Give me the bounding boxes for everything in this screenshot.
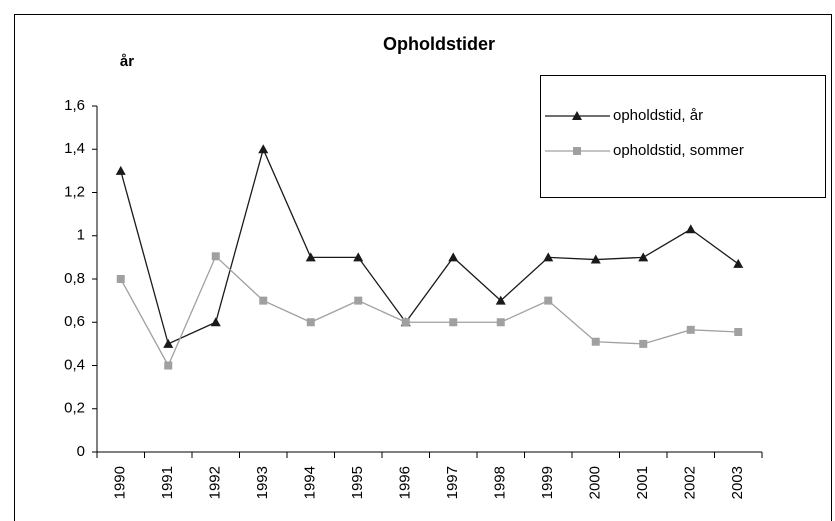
y-tick-label: 1,6 bbox=[64, 97, 85, 114]
y-axis-label: år bbox=[120, 53, 134, 70]
point bbox=[733, 258, 744, 268]
legend-label: opholdstid, sommer bbox=[613, 142, 744, 159]
point bbox=[685, 224, 696, 234]
point bbox=[401, 318, 410, 327]
point bbox=[259, 296, 268, 305]
x-tick-label: 1994 bbox=[302, 466, 319, 499]
legend-label: opholdstid, år bbox=[613, 107, 703, 124]
chart-title: Opholdstider bbox=[383, 34, 495, 54]
legend-marker bbox=[572, 111, 582, 120]
point bbox=[354, 296, 363, 305]
point bbox=[496, 318, 505, 327]
y-tick-label: 0,4 bbox=[64, 356, 85, 373]
x-tick-label: 1996 bbox=[397, 466, 414, 499]
point bbox=[449, 318, 458, 327]
x-tick-label: 1991 bbox=[159, 466, 176, 499]
x-tick-label: 1997 bbox=[444, 466, 461, 499]
point bbox=[638, 252, 649, 262]
x-tick-label: 1993 bbox=[254, 466, 271, 499]
x-tick-label: 1999 bbox=[539, 466, 556, 499]
y-tick-label: 0,8 bbox=[64, 270, 85, 287]
point bbox=[639, 339, 648, 348]
point bbox=[544, 296, 553, 305]
x-tick-label: 2002 bbox=[682, 466, 699, 499]
point bbox=[115, 165, 126, 175]
x-tick-label: 2003 bbox=[729, 466, 746, 499]
point bbox=[686, 325, 695, 334]
chart-border bbox=[14, 14, 832, 521]
point bbox=[211, 252, 220, 261]
legend-box bbox=[540, 75, 826, 198]
x-tick-label: 1998 bbox=[492, 466, 509, 499]
point bbox=[306, 318, 315, 327]
point bbox=[258, 144, 269, 154]
point bbox=[495, 295, 506, 305]
y-tick-label: 1 bbox=[77, 227, 85, 244]
series-line bbox=[120, 147, 739, 345]
x-tick-label: 1990 bbox=[112, 466, 129, 499]
x-tick-label: 2001 bbox=[634, 466, 651, 499]
point bbox=[734, 327, 743, 336]
point bbox=[353, 252, 364, 262]
point bbox=[163, 338, 174, 348]
point bbox=[543, 252, 554, 262]
point bbox=[448, 252, 459, 262]
point bbox=[210, 317, 221, 327]
x-tick-label: 1995 bbox=[349, 466, 366, 499]
y-tick-label: 0 bbox=[77, 443, 85, 460]
y-tick-label: 1,2 bbox=[64, 183, 85, 200]
point bbox=[116, 275, 125, 283]
x-tick-label: 2000 bbox=[587, 466, 604, 499]
y-tick-label: 1,4 bbox=[64, 140, 85, 157]
series-line bbox=[120, 255, 739, 367]
y-tick-label: 0,2 bbox=[64, 400, 85, 417]
legend-marker bbox=[573, 147, 581, 155]
point bbox=[164, 361, 173, 370]
point bbox=[591, 337, 600, 346]
point bbox=[590, 254, 601, 264]
point bbox=[305, 252, 316, 262]
x-tick-label: 1992 bbox=[207, 466, 224, 499]
y-tick-label: 0,6 bbox=[64, 313, 85, 330]
